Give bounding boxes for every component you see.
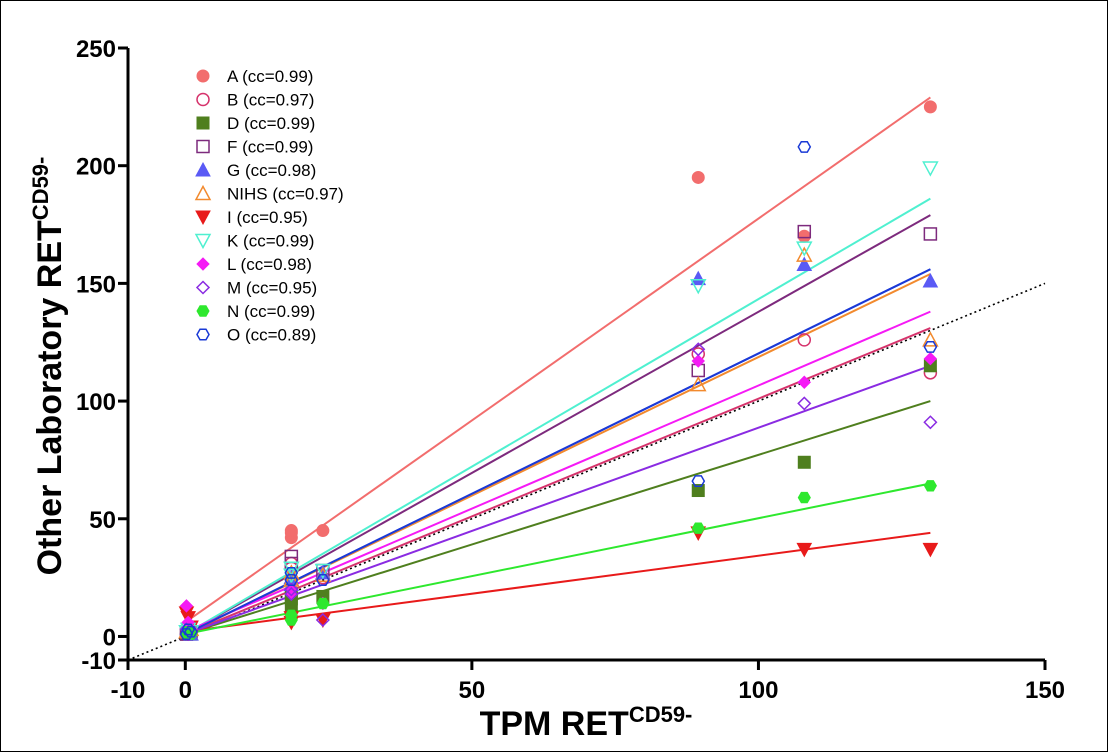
data-point-7-8 — [923, 162, 937, 175]
data-point-3-4 — [285, 550, 297, 562]
x-axis-title: TPM RETCD59- — [480, 702, 693, 743]
data-point-9-7 — [798, 397, 810, 409]
data-point-0-6 — [285, 525, 297, 537]
data-point-10-8 — [924, 481, 936, 491]
legend-marker-11 — [197, 329, 209, 339]
x-tick-label: 150 — [1025, 677, 1065, 704]
legend-marker-10 — [197, 306, 209, 316]
legend-marker-0 — [197, 70, 209, 82]
legend-marker-6 — [196, 211, 210, 224]
legend-label-0: A (cc=0.99) — [227, 67, 313, 86]
data-point-3-8 — [924, 228, 936, 240]
data-point-9-8 — [924, 416, 936, 428]
legend-label-11: O (cc=0.89) — [227, 326, 316, 345]
legend-marker-7 — [196, 235, 210, 248]
legend-marker-4 — [196, 163, 210, 176]
legend-marker-3 — [197, 141, 209, 153]
data-point-2-8 — [798, 456, 810, 468]
y-axis-title: Other Laboratory RETCD59- — [28, 157, 69, 576]
y-tick-label: -10 — [81, 648, 116, 675]
legend-label-10: N (cc=0.99) — [227, 302, 315, 321]
data-point-8-6 — [692, 355, 704, 367]
data-point-0-7 — [317, 525, 329, 537]
legend-label-6: I (cc=0.95) — [227, 208, 308, 227]
legend-label-9: M (cc=0.95) — [227, 279, 317, 298]
data-point-0-9 — [798, 230, 810, 242]
legend-label-3: F (cc=0.99) — [227, 138, 313, 157]
y-tick-label: 250 — [76, 36, 116, 63]
legend-label-8: L (cc=0.98) — [227, 255, 312, 274]
legend-label-2: D (cc=0.99) — [227, 114, 315, 133]
y-tick-label: 50 — [89, 507, 116, 534]
data-point-11-7 — [798, 142, 810, 152]
data-point-6-8 — [923, 543, 937, 556]
legend: A (cc=0.99) B (cc=0.97) D (cc=0.99) F (cc=0… — [196, 67, 344, 345]
legend-label-5: NIHS (cc=0.97) — [227, 185, 344, 204]
legend-marker-9 — [197, 282, 209, 294]
data-point-10-4 — [285, 610, 297, 620]
x-tick-label: 50 — [459, 677, 486, 704]
data-point-4-7 — [797, 258, 811, 271]
data-point-10-6 — [692, 523, 704, 533]
legend-label-7: K (cc=0.99) — [227, 232, 314, 251]
x-tick-label: 100 — [738, 677, 778, 704]
legend-marker-5 — [196, 187, 210, 200]
x-tick-label: 0 — [179, 677, 192, 704]
legend-label-4: G (cc=0.98) — [227, 161, 316, 180]
y-tick-label: 200 — [76, 154, 116, 181]
y-tick-label: 100 — [76, 389, 116, 416]
data-point-10-7 — [798, 492, 810, 502]
data-point-11-8 — [924, 342, 936, 352]
legend-label-1: B (cc=0.97) — [227, 91, 314, 110]
fit-lines — [128, 97, 1045, 660]
legend-marker-8 — [197, 258, 209, 270]
data-point-0-8 — [692, 171, 704, 183]
legend-marker-1 — [197, 94, 209, 106]
data-point-0-10 — [924, 101, 936, 113]
y-tick-label: 150 — [76, 271, 116, 298]
legend-marker-2 — [197, 117, 209, 129]
data-point-10-5 — [317, 598, 329, 608]
x-tick-label: -10 — [111, 677, 146, 704]
y-tick-label: 0 — [103, 624, 116, 651]
